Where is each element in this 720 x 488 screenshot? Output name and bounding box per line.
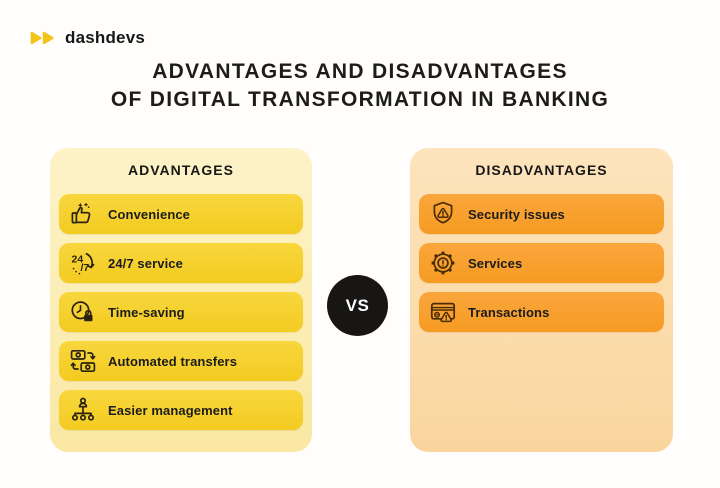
list-item-label: Security issues [468,206,565,222]
advantages-heading: ADVANTAGES [128,162,234,178]
disadvantages-list: Security issues Services [419,194,664,332]
list-item-services: Services [419,243,664,283]
shield-warning-icon [429,200,457,228]
list-item-label: Services [468,255,523,271]
brand-logo: dashdevs [30,28,145,48]
money-transfer-icon [69,347,97,375]
clock-lock-icon [69,298,97,326]
thumbs-up-sparkle-icon [69,200,97,228]
list-item-time-saving: Time-saving [59,292,303,332]
advantages-panel: ADVANTAGES Convenience 24 [50,148,312,452]
list-item-transactions: Transactions [419,292,664,332]
card-warning-icon [429,298,457,326]
list-item-convenience: Convenience [59,194,303,234]
title-line-1: ADVANTAGES AND DISADVANTAGES [152,60,568,83]
list-item-label: Easier management [108,402,233,418]
vs-badge: VS [327,275,388,336]
disadvantages-panel: DISADVANTAGES Security issues [410,148,673,452]
list-item-automated-transfers: Automated transfers [59,341,303,381]
icon-text-24: 24 [72,254,84,266]
gear-warning-icon [429,249,457,277]
list-item-label: Convenience [108,206,191,222]
list-item-label: Transactions [468,304,550,320]
disadvantages-heading: DISADVANTAGES [475,162,608,178]
org-chart-icon [69,396,97,424]
logo-double-arrow-icon [30,31,54,45]
list-item-label: Time-saving [108,304,185,320]
list-item-24-7-service: 24 /7 24/7 service [59,243,303,283]
icon-text-7: /7 [81,262,90,274]
list-item-label: Automated transfers [108,353,238,369]
list-item-security-issues: Security issues [419,194,664,234]
advantages-list: Convenience 24 /7 24/7 service [59,194,303,430]
title-line-2: OF DIGITAL TRANSFORMATION IN BANKING [110,88,610,111]
clock-24-7-icon: 24 /7 [69,249,97,277]
brand-name: dashdevs [65,28,146,47]
list-item-label: 24/7 service [108,255,183,271]
page-title: ADVANTAGES AND DISADVANTAGES OF DIGITAL … [0,58,720,114]
list-item-easier-management: Easier management [59,390,303,430]
